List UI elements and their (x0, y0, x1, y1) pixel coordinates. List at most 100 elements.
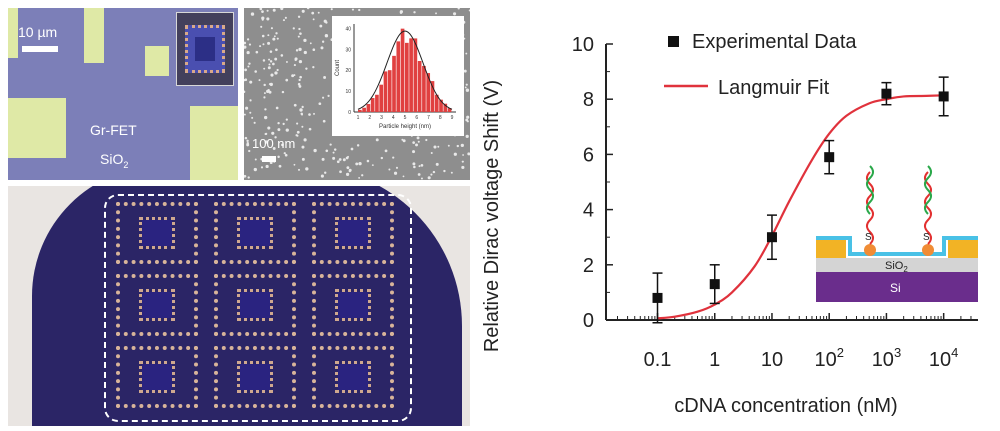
si-layer (816, 272, 978, 302)
nanoparticle (298, 47, 302, 52)
nanoparticle (327, 94, 330, 97)
nanoparticle (301, 145, 305, 149)
nanoparticle (346, 166, 350, 170)
x-tick-label: 0.1 (644, 349, 672, 371)
nanoparticle (456, 144, 460, 148)
histogram-bar (362, 107, 366, 112)
nanoparticle (272, 37, 276, 41)
nanoparticle (270, 73, 274, 77)
nanoparticle (272, 62, 275, 66)
nanoparticle (342, 158, 346, 162)
nanoparticle (246, 139, 249, 143)
data-point (824, 139, 835, 175)
nanoparticle (277, 155, 280, 159)
nanoparticle (265, 132, 268, 135)
nanoparticle (248, 149, 251, 153)
nanoparticle (293, 163, 296, 166)
nanoparticle (305, 67, 308, 70)
nanoparticle (244, 174, 247, 178)
gaussian-fit (357, 30, 453, 110)
nanoparticle (299, 75, 302, 79)
chip-core (237, 217, 273, 249)
nanoparticle (285, 78, 289, 82)
nanoparticle (395, 166, 399, 169)
nanoparticle (332, 156, 336, 160)
histogram-bar (409, 38, 413, 112)
x-tick-label: 103 (872, 345, 901, 371)
nanoparticle (418, 165, 421, 168)
nanoparticle (435, 162, 439, 166)
nanoparticle (333, 148, 337, 151)
nanoparticle (452, 12, 457, 16)
nanoparticle (244, 41, 247, 45)
nanoparticle (248, 62, 251, 65)
nanoparticle (306, 8, 310, 10)
optical-micrograph-panel: 10 µm Gr-FET SiO2 (8, 8, 238, 180)
nanoparticle (244, 90, 246, 94)
nanoparticle (278, 164, 282, 168)
histogram-bar (443, 103, 448, 112)
nanoparticle (274, 71, 278, 75)
left-electrode (816, 240, 846, 258)
nanoparticle (298, 27, 301, 31)
legend-marker-experimental (668, 36, 679, 47)
nanoparticle (311, 11, 315, 15)
contact-pad (190, 106, 238, 180)
histogram-bar (430, 81, 435, 112)
inset-x-tick: 6 (415, 115, 418, 121)
s-label-right: S (923, 232, 930, 243)
nanoparticle (269, 50, 273, 53)
wafer-chip (116, 274, 198, 336)
chip-center (195, 37, 215, 61)
nanoparticle (271, 131, 275, 135)
nanoparticle (301, 125, 304, 128)
nanoparticle (280, 54, 284, 57)
optical-scale-label: 10 µm (18, 24, 58, 40)
nanoparticle (350, 147, 354, 151)
nanoparticle (435, 12, 437, 15)
nanoparticle (413, 11, 416, 14)
nanoparticle (425, 138, 428, 142)
nanoparticle (264, 108, 267, 111)
nanoparticle (336, 160, 340, 164)
nanoparticle (348, 169, 352, 173)
nanoparticle (250, 12, 255, 16)
nanoparticle (293, 74, 296, 77)
nanoparticle (285, 118, 288, 121)
gold-nanoparticle (864, 244, 876, 256)
nanoparticle (313, 148, 317, 153)
nanoparticle (246, 38, 250, 41)
nanoparticle (275, 32, 278, 35)
data-marker (709, 279, 720, 290)
nanoparticle (308, 113, 311, 116)
nanoparticle (312, 66, 315, 69)
nanoparticle (276, 37, 279, 40)
inset-x-tick: 9 (451, 115, 454, 121)
nanoparticle (402, 175, 405, 178)
nanoparticle (297, 35, 300, 38)
nanoparticle (267, 66, 271, 70)
nanoparticle (351, 8, 355, 11)
nanoparticle (324, 171, 327, 174)
nanoparticle (317, 11, 320, 14)
x-tick-label: 1 (709, 349, 720, 371)
histogram-bar (422, 65, 426, 112)
nanoparticle (312, 18, 315, 21)
histogram-bar (439, 99, 443, 112)
inset-y-tick: 20 (345, 68, 351, 74)
nanoparticle (465, 88, 470, 92)
substrate-label: SiO2 (100, 151, 129, 170)
graphene-layer (816, 236, 978, 256)
nanoparticle (248, 43, 252, 46)
nanoparticle (467, 152, 470, 156)
y-tick-label: 8 (583, 89, 594, 111)
histogram-bar (370, 98, 375, 112)
histogram-bar (447, 108, 452, 112)
nanoparticle (320, 174, 324, 178)
nanoparticle (260, 166, 264, 169)
wafer-photo-panel (8, 186, 470, 426)
nanoparticle (247, 176, 250, 179)
inset-y-label: Count (335, 60, 341, 76)
dashed-outline (104, 194, 412, 422)
nanoparticle (244, 136, 248, 140)
